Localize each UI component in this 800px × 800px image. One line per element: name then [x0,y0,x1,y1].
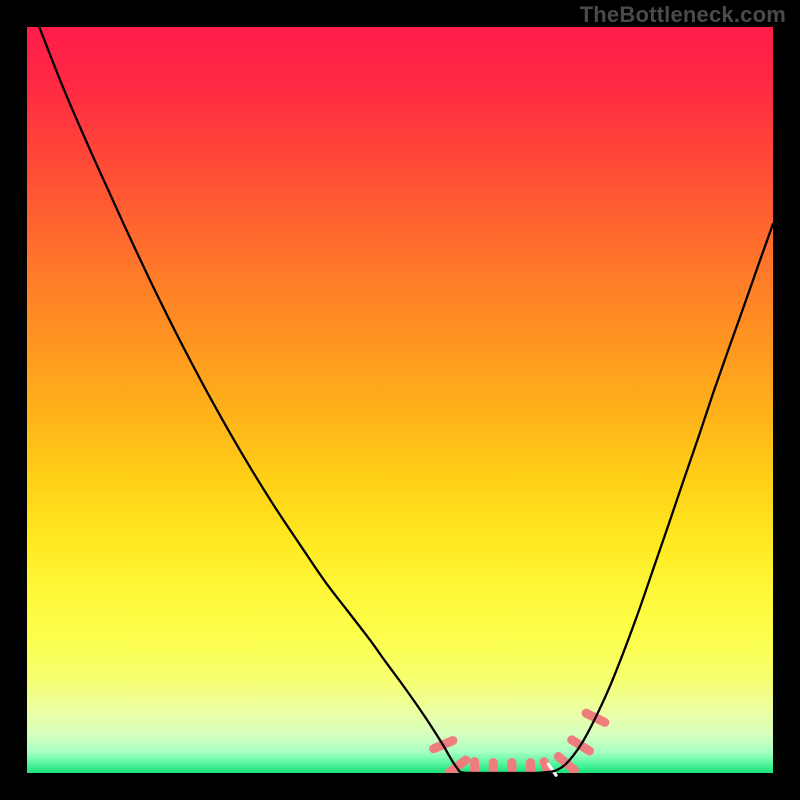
bottleneck-chart [0,0,800,800]
watermark-text: TheBottleneck.com [580,2,786,28]
chart-stage: TheBottleneck.com [0,0,800,800]
